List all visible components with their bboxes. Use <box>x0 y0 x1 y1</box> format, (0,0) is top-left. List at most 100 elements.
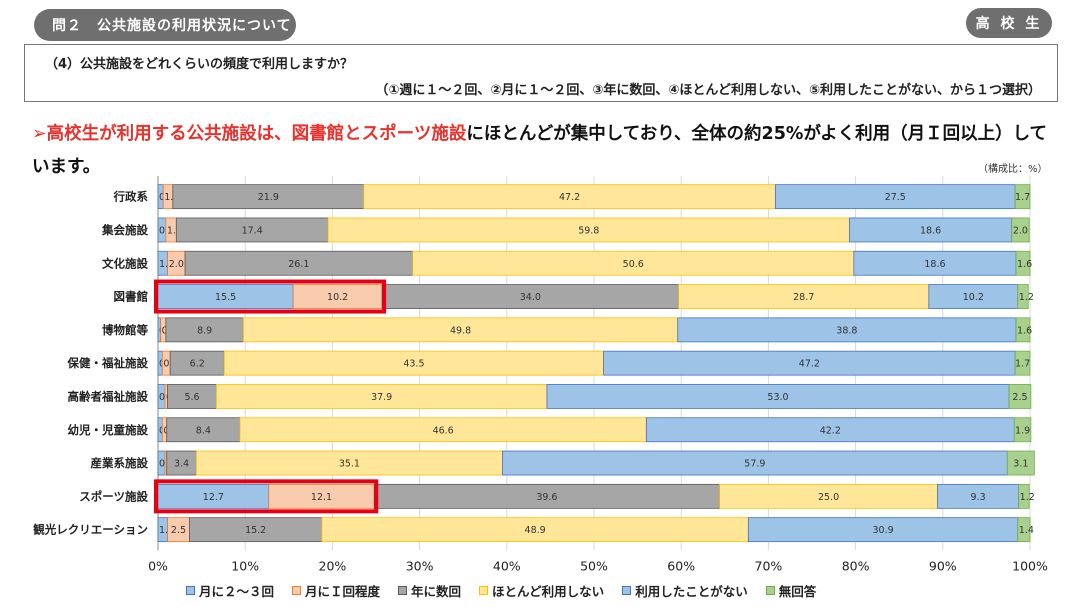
data-label: 12.1 <box>311 492 332 503</box>
bar-segment <box>853 250 1017 276</box>
data-label: 1.6 <box>1017 325 1032 336</box>
bar-segment <box>1017 284 1029 309</box>
bar-segment <box>502 450 1008 476</box>
bar-segment <box>166 450 197 476</box>
unit-note: （構成比：%） <box>978 164 1048 175</box>
x-tick-label: 100% <box>1012 558 1048 573</box>
data-label: 35.1 <box>339 459 360 470</box>
data-label: 39.6 <box>536 492 557 503</box>
category-label: 幼児・児童施設 <box>68 423 149 437</box>
highlight-box <box>154 479 379 514</box>
data-label: 1.6 <box>1017 259 1032 270</box>
legend-label: 月にＩ回程度 <box>305 583 381 599</box>
bar-segment <box>327 217 850 243</box>
legend-item: 年に数回 <box>398 581 461 600</box>
data-label: 10.2 <box>327 292 348 303</box>
data-label: 1.4 <box>1019 525 1034 536</box>
bar-segment <box>1017 517 1031 543</box>
data-label: 47.2 <box>559 192 580 203</box>
bar-segment <box>172 184 365 210</box>
bar-segment <box>645 417 1015 443</box>
bar-segment <box>1014 184 1031 210</box>
data-label: 12.7 <box>203 492 224 503</box>
data-label: 38.8 <box>836 325 857 336</box>
data-label: 1.2 <box>1020 492 1035 503</box>
bar-segment <box>363 184 776 210</box>
question-text: （4）公共施設をどれくらいの頻度で利用しますか？ <box>45 57 354 72</box>
legend-item: 無回答 <box>765 581 817 600</box>
x-tick-label: 10% <box>231 558 259 573</box>
data-label: 1.9 <box>1015 425 1030 436</box>
question-box: （4）公共施設をどれくらいの頻度で利用しますか？ （①週に１～２回、②月に１～２… <box>24 44 1058 102</box>
legend-label: 年に数回 <box>411 583 462 599</box>
legend-label: ほとんど利用しない <box>492 583 605 599</box>
legend-label: 月に２～３回 <box>199 583 275 599</box>
bar-segment <box>1015 250 1031 276</box>
highlight-box <box>154 279 387 314</box>
x-tick-label: 70% <box>755 558 783 573</box>
data-label: 15.2 <box>245 525 266 536</box>
bar-segment <box>292 284 383 309</box>
data-label: 28.7 <box>793 292 814 303</box>
data-label: 43.5 <box>403 359 424 370</box>
bar-segment <box>321 517 749 543</box>
data-label: 8.4 <box>196 425 211 436</box>
bar-segment <box>169 350 225 376</box>
category-label: スポーツ施設 <box>79 489 148 503</box>
data-label: 5.6 <box>184 392 199 403</box>
data-label: 10.2 <box>963 292 984 303</box>
data-label: 6.2 <box>190 359 205 370</box>
x-tick-label: 40% <box>493 558 521 573</box>
legend-label: 無回答 <box>778 583 817 599</box>
legend-swatch <box>479 585 489 595</box>
bar-segment <box>268 483 375 509</box>
legend-item: 利用したことがない <box>622 581 748 600</box>
headline-highlight: 高校生が利用する公共施設は、図書館とスポーツ施設 <box>46 124 467 144</box>
bar-segment <box>1014 350 1031 376</box>
data-label: 46.6 <box>433 425 454 436</box>
data-label: 1.2 <box>167 225 182 236</box>
audience-badge: 高 校 生 <box>966 8 1052 38</box>
bar-segment <box>239 417 647 443</box>
category-label: 文化施設 <box>102 256 148 270</box>
data-label: 15.5 <box>215 292 236 303</box>
bar-segment <box>381 284 679 309</box>
headline: ➢高校生が利用する公共施設は、図書館とスポーツ施設にほとんどが集中しており、全体… <box>32 118 1062 184</box>
data-label: 47.2 <box>799 359 820 370</box>
bar-segment <box>1008 384 1032 409</box>
data-label: 3.4 <box>174 459 189 470</box>
data-label: 30.9 <box>872 525 893 536</box>
data-label: 18.6 <box>920 225 941 236</box>
legend-swatch <box>292 585 302 595</box>
legend-label: 利用したことがない <box>635 583 748 599</box>
legend-swatch <box>765 585 775 595</box>
data-label: 59.8 <box>578 225 599 236</box>
x-tick-label: 30% <box>406 558 434 573</box>
legend-swatch <box>622 585 632 595</box>
legend-swatch <box>186 585 195 595</box>
x-tick-label: 90% <box>929 558 957 573</box>
data-label: 50.6 <box>623 259 644 270</box>
x-tick-label: 50% <box>580 558 608 573</box>
data-label: 2.0 <box>1013 225 1028 236</box>
bar-segment <box>928 284 1019 309</box>
legend-item: 月に２～３回 <box>186 581 274 600</box>
bar-segment <box>216 384 548 409</box>
data-label: 57.9 <box>744 459 765 470</box>
data-label: 1.7 <box>1015 192 1030 203</box>
data-label: 17.4 <box>242 225 263 236</box>
category-label: 博物館等 <box>102 323 148 337</box>
bar-segment <box>166 417 241 443</box>
data-label: 2.0 <box>169 259 184 270</box>
bar-segment <box>1018 483 1030 509</box>
category-label: 集会施設 <box>101 223 148 237</box>
bar-segment <box>603 350 1016 376</box>
chart-legend: 月に２～３回 月にＩ回程度 年に数回 ほとんど利用しない 利用したことがない 無回答 <box>186 580 816 600</box>
bar-segment <box>937 483 1020 509</box>
category-label: 観光レクリエーション <box>33 523 148 537</box>
bar-segment <box>849 217 1013 243</box>
bar-segment <box>747 517 1019 543</box>
bar-segment <box>223 350 604 376</box>
data-label: 48.9 <box>525 525 546 536</box>
category-label: 行政系 <box>113 190 149 204</box>
